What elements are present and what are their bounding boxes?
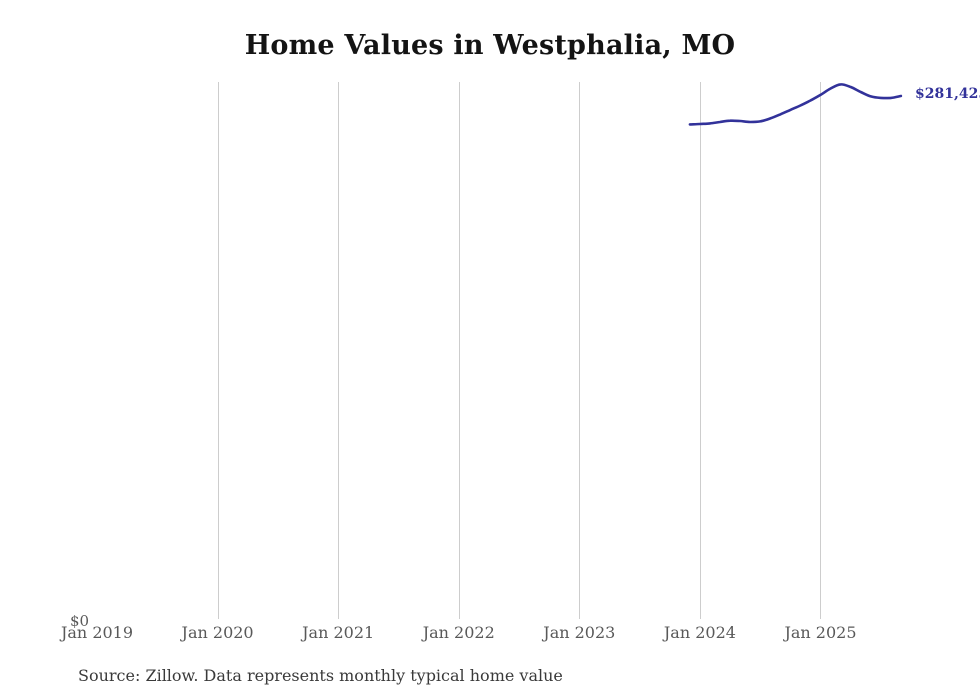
source-note: Source: Zillow. Data represents monthly …	[78, 666, 563, 685]
x-axis-tick-label: Jan 2025	[784, 623, 857, 642]
gridline	[820, 82, 822, 619]
x-axis-tick-label: Jan 2024	[663, 623, 736, 642]
y-axis-zero-label: $0	[70, 612, 90, 630]
gridline	[217, 82, 219, 619]
chart-title: Home Values in Westphalia, MO	[244, 30, 736, 61]
x-axis-tick-label: Jan 2023	[543, 623, 616, 642]
gridline	[699, 82, 701, 619]
gridline	[458, 82, 460, 619]
latest-value-label: $281,425	[915, 86, 980, 102]
gridline	[579, 82, 581, 619]
gridline	[338, 82, 340, 619]
line-series-path	[688, 83, 903, 126]
x-axis-tick-label: Jan 2022	[422, 623, 495, 642]
x-axis-tick-label: Jan 2021	[302, 623, 375, 642]
x-axis-tick-label: Jan 2020	[181, 623, 254, 642]
x-axis-tick-label: Jan 2019	[60, 623, 134, 642]
